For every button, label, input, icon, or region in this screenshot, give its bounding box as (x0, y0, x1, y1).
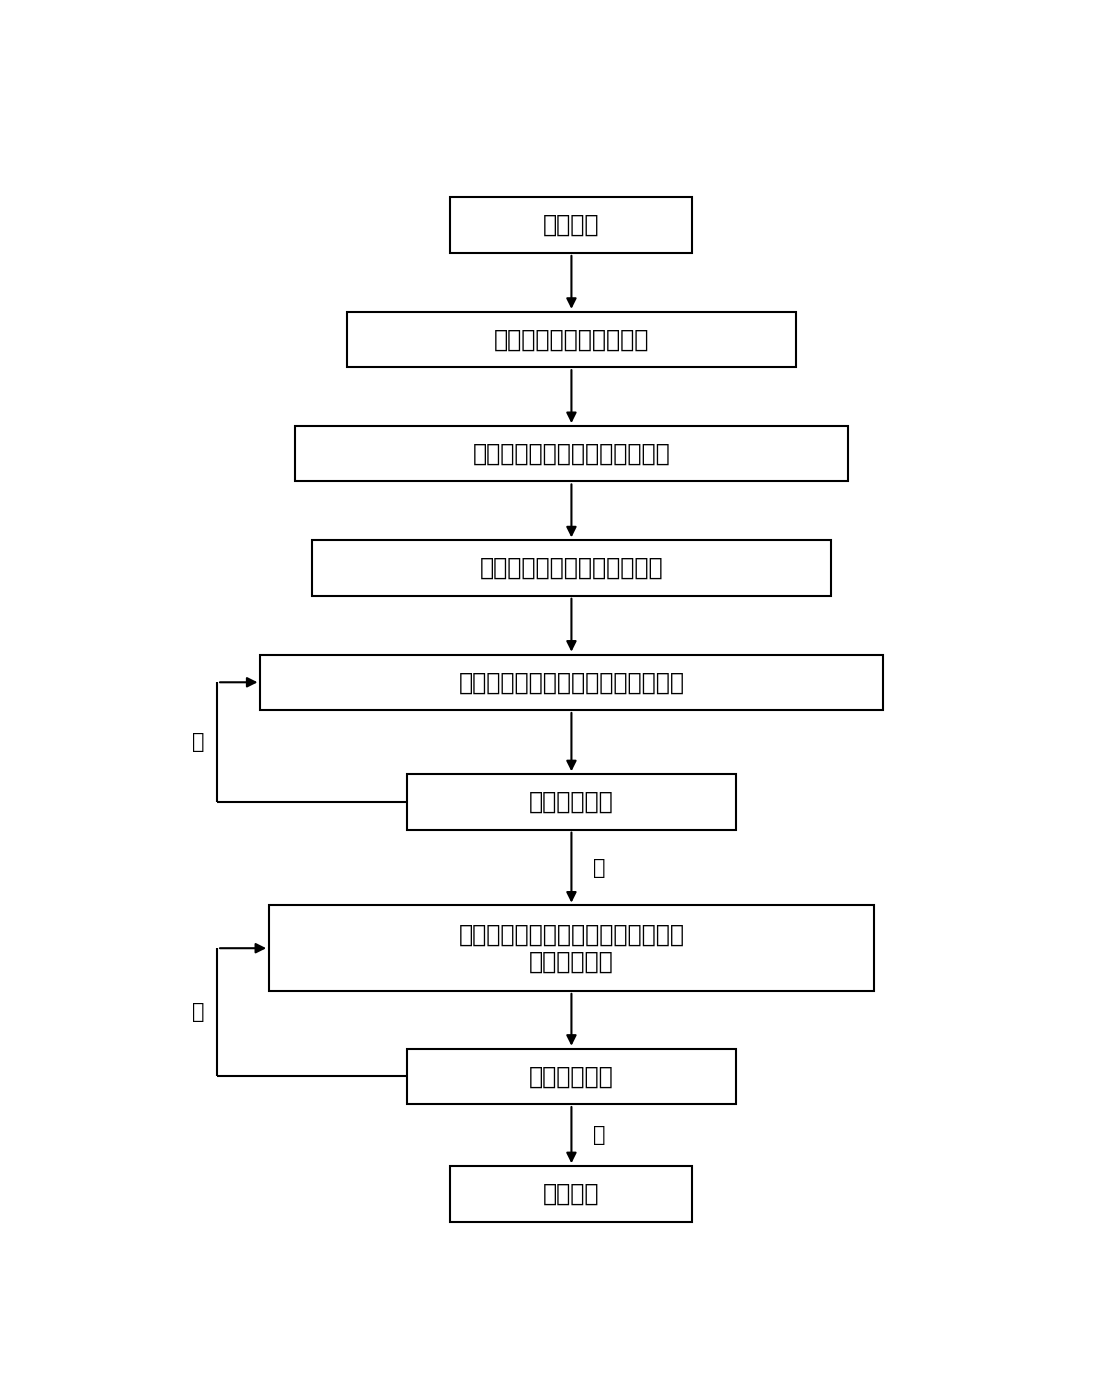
Text: 确定反向等量配对机组及机组调整量: 确定反向等量配对机组及机组调整量 (458, 670, 685, 695)
Text: 线路是否过载: 线路是否过载 (529, 1064, 614, 1089)
Text: 找出最易越限支路，确定调整量: 找出最易越限支路，确定调整量 (473, 441, 670, 466)
Text: 是: 是 (192, 1003, 204, 1022)
FancyBboxPatch shape (261, 655, 883, 710)
Text: 按过程设定第二次调整的新调整量，
确定调整机组: 按过程设定第二次调整的新调整量， 确定调整机组 (458, 922, 685, 974)
FancyBboxPatch shape (407, 774, 736, 829)
FancyBboxPatch shape (407, 1049, 736, 1104)
Text: 断开潮流最大的运行线路: 断开潮流最大的运行线路 (494, 327, 649, 351)
Text: 结束计算: 结束计算 (543, 1182, 600, 1205)
Text: 线路是否过载: 线路是否过载 (529, 789, 614, 814)
Text: 计算灵敏度并形成参考调整表: 计算灵敏度并形成参考调整表 (479, 556, 663, 580)
Text: 基态潮流: 基态潮流 (543, 214, 600, 237)
FancyBboxPatch shape (269, 906, 874, 990)
FancyBboxPatch shape (347, 312, 796, 368)
Text: 否: 否 (593, 1125, 605, 1146)
FancyBboxPatch shape (450, 1166, 692, 1222)
FancyBboxPatch shape (450, 197, 692, 252)
FancyBboxPatch shape (294, 426, 849, 481)
Text: 是: 是 (593, 857, 605, 878)
FancyBboxPatch shape (312, 541, 831, 596)
Text: 否: 否 (192, 732, 204, 752)
